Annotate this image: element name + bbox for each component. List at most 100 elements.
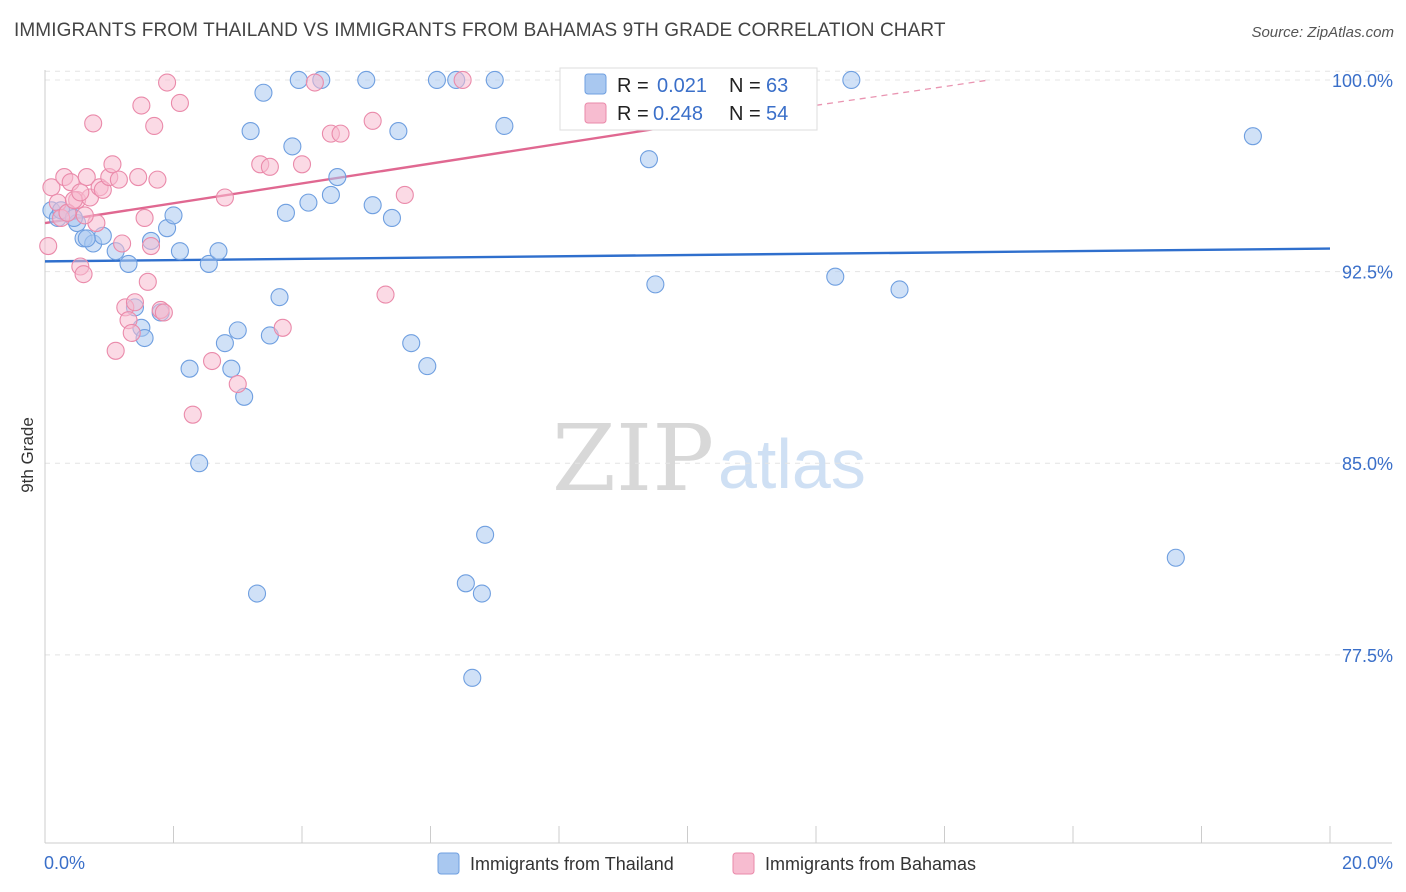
x-tick-label-min: 0.0% xyxy=(44,853,85,873)
point-bahamas xyxy=(331,124,350,143)
point-thailand xyxy=(199,254,218,273)
point-thailand xyxy=(321,185,340,204)
point-thailand xyxy=(180,359,199,378)
point-bahamas xyxy=(75,206,94,225)
point-bahamas xyxy=(145,116,164,136)
point-thailand xyxy=(639,150,659,169)
point-thailand xyxy=(289,70,308,90)
point-thailand xyxy=(276,203,295,222)
point-bahamas xyxy=(106,341,125,360)
point-bahamas xyxy=(203,351,222,371)
point-thailand xyxy=(222,359,241,378)
legend-n-label-bahamas: N = xyxy=(729,103,761,125)
legend-n-label-thailand: N = xyxy=(729,75,761,97)
bottom-legend-swatch-thailand xyxy=(437,852,460,875)
point-bahamas xyxy=(122,323,141,342)
legend-r-label-thailand: R = xyxy=(617,75,649,97)
point-thailand xyxy=(228,321,247,340)
point-thailand xyxy=(418,357,437,376)
point-bahamas xyxy=(305,73,324,92)
point-thailand xyxy=(485,70,504,90)
point-bahamas xyxy=(141,237,161,256)
y-tick-label: 77.5% xyxy=(1342,646,1393,666)
data-points xyxy=(39,70,1262,687)
chart-title: IMMIGRANTS FROM THAILAND VS IMMIGRANTS F… xyxy=(14,20,946,41)
point-thailand xyxy=(299,193,318,212)
point-thailand xyxy=(890,280,909,299)
watermark-zip: ZIP xyxy=(552,405,714,512)
point-thailand xyxy=(170,242,189,261)
point-thailand xyxy=(357,70,376,90)
y-tick-label: 92.5% xyxy=(1342,263,1393,283)
point-bahamas xyxy=(113,234,132,253)
legend-r-label-bahamas: R = xyxy=(617,103,649,125)
series-legend: Immigrants from Thailand Immigrants from… xyxy=(437,852,976,875)
bottom-legend-swatch-bahamas xyxy=(732,852,755,875)
trend-line-0 xyxy=(44,247,1331,263)
point-thailand xyxy=(389,122,408,141)
point-thailand xyxy=(77,229,96,248)
point-bahamas xyxy=(74,265,93,284)
point-thailand xyxy=(463,668,482,687)
point-thailand xyxy=(247,584,267,603)
point-bahamas xyxy=(77,168,96,187)
point-bahamas xyxy=(273,318,292,337)
axes: 77.5% 85.0% 92.5% 100.0% 0.0% 20.0% xyxy=(44,70,1393,873)
point-thailand xyxy=(472,584,491,603)
legend-n-value-thailand: 63 xyxy=(766,75,788,97)
point-bahamas xyxy=(103,155,122,174)
point-bahamas xyxy=(154,303,173,322)
point-thailand xyxy=(164,206,183,225)
point-bahamas xyxy=(395,185,414,204)
legend-r-value-bahamas: 0.248 xyxy=(653,103,703,125)
point-bahamas xyxy=(84,114,103,133)
point-bahamas xyxy=(215,188,234,207)
point-bahamas xyxy=(138,272,157,291)
point-bahamas xyxy=(39,237,58,256)
point-thailand xyxy=(382,208,402,227)
point-bahamas xyxy=(363,111,382,130)
y-tick-label: 85.0% xyxy=(1342,454,1393,474)
point-bahamas xyxy=(183,405,202,424)
point-bahamas xyxy=(71,183,90,202)
grid-lines xyxy=(45,70,1390,656)
watermark-atlas: atlas xyxy=(718,425,866,503)
point-bahamas xyxy=(228,374,247,394)
point-bahamas xyxy=(376,285,395,304)
point-thailand xyxy=(119,254,138,273)
trend-line-1 xyxy=(44,124,675,225)
point-thailand xyxy=(495,116,514,136)
point-thailand xyxy=(842,70,861,90)
point-thailand xyxy=(190,454,209,473)
point-thailand xyxy=(1166,548,1185,567)
point-thailand xyxy=(427,70,446,90)
point-thailand xyxy=(215,334,234,353)
point-thailand xyxy=(402,334,421,353)
point-bahamas xyxy=(109,170,128,189)
point-thailand xyxy=(209,242,228,261)
point-bahamas xyxy=(170,93,189,113)
point-thailand xyxy=(646,275,665,294)
bottom-legend-label-thailand: Immigrants from Thailand xyxy=(470,854,674,874)
point-bahamas xyxy=(135,208,154,227)
point-thailand xyxy=(283,137,302,156)
point-thailand xyxy=(254,83,273,102)
correlation-legend: R = 0.021 N = 63 R = 0.248 N = 54 xyxy=(559,67,818,131)
point-thailand xyxy=(363,196,382,215)
legend-swatch-bahamas xyxy=(584,102,607,124)
point-thailand xyxy=(476,525,495,544)
x-tick-label-max: 20.0% xyxy=(1342,853,1393,873)
point-bahamas xyxy=(148,170,167,189)
legend-n-value-bahamas: 54 xyxy=(766,103,788,125)
point-bahamas xyxy=(158,73,177,92)
point-thailand xyxy=(456,574,475,593)
chart-source: Source: ZipAtlas.com xyxy=(1251,24,1394,41)
point-bahamas xyxy=(42,178,61,197)
point-thailand xyxy=(241,122,260,141)
point-thailand xyxy=(328,168,347,187)
legend-swatch-thailand xyxy=(584,73,607,95)
y-axis-label: 9th Grade xyxy=(18,417,37,493)
point-thailand xyxy=(1243,127,1262,146)
bottom-legend-label-bahamas: Immigrants from Bahamas xyxy=(765,854,976,874)
